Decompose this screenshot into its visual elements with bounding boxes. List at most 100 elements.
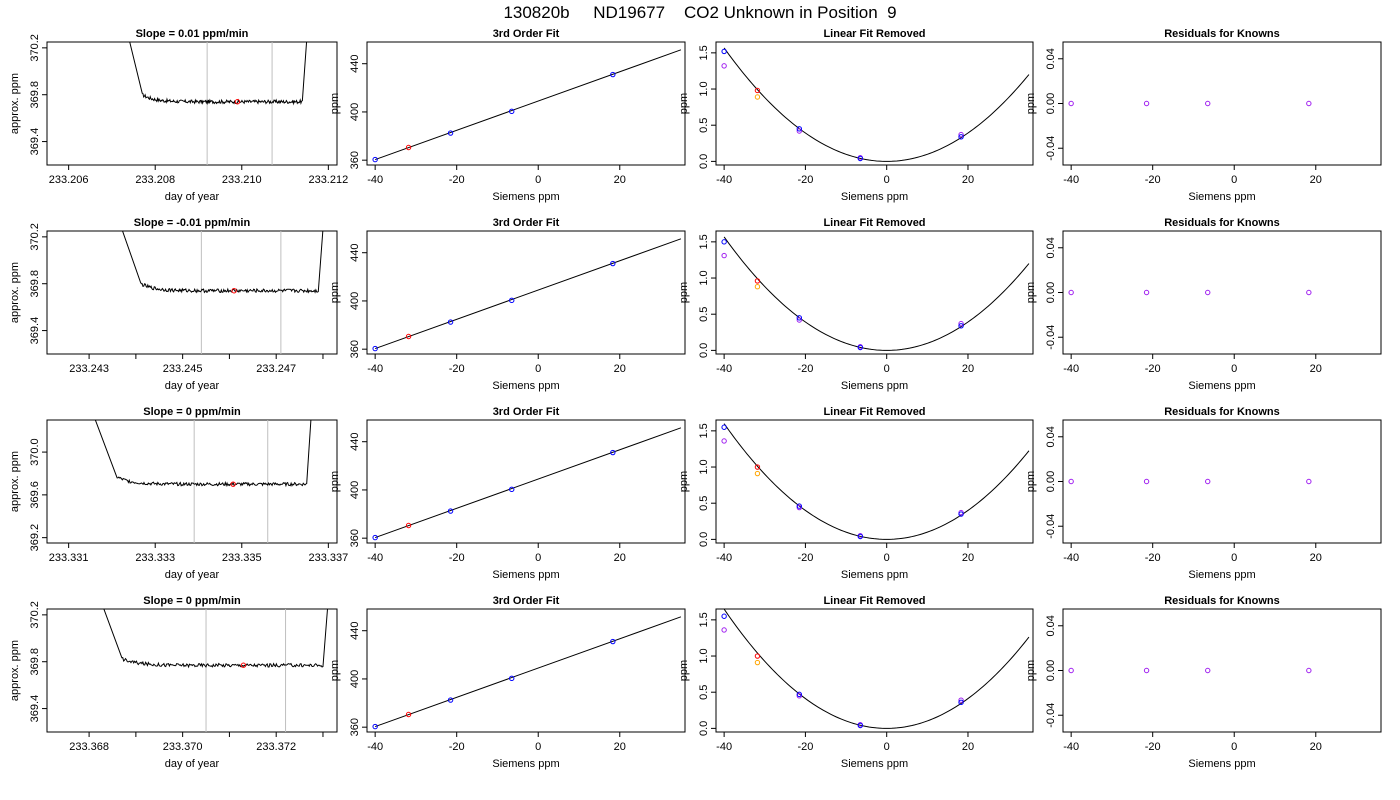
unknown-point [405, 333, 412, 340]
x-tick-label: -40 [367, 552, 383, 564]
panel-r0-c2: Linear Fit Removed -40 -20 0 20 0.0 0.5 1.0 1.5 S… [678, 28, 1034, 203]
y-tick-label: 369.4 [29, 695, 41, 723]
known-point [509, 297, 515, 304]
x-tick-label: 233.370 [163, 741, 203, 753]
y-tick-label: 0.00 [1045, 93, 1057, 114]
x-tick-label: 233.247 [256, 363, 296, 375]
x-axis-label: day of year [165, 380, 220, 392]
known-point [857, 722, 863, 729]
panel-r0-c1: 3rd Order Fit -40 -20 0 20 360 400 440 Siemens p… [329, 28, 686, 203]
analyzer-trace [103, 609, 328, 669]
panel-title: Linear Fit Removed [823, 406, 925, 418]
y-tick-label: 369.4 [29, 128, 41, 156]
x-tick-label: 233.243 [69, 363, 109, 375]
y-tick-label: 0.04 [1045, 426, 1057, 447]
y-tick-label: 369.6 [29, 481, 41, 509]
y-tick-label: 0.5 [698, 685, 710, 700]
x-tick-label: 0 [535, 552, 541, 564]
panel-r1-c1: 3rd Order Fit -40 -20 0 20 360 400 440 Siemens p… [329, 217, 686, 392]
known-point [610, 71, 616, 78]
x-tick-label: -20 [797, 363, 813, 375]
x-tick-label: 233.337 [308, 552, 348, 564]
x-axis-label: day of year [165, 191, 220, 203]
y-tick-label: -0.04 [1045, 325, 1057, 350]
panel-title: Slope = 0 ppm/min [143, 406, 241, 418]
y-tick-label: 440 [349, 244, 361, 262]
known-point [372, 156, 378, 163]
fit-curve [723, 423, 1030, 540]
x-tick-label: 233.368 [69, 741, 109, 753]
x-tick-label: 0 [884, 552, 890, 564]
panel-title: Residuals for Knowns [1164, 217, 1280, 229]
x-tick-label: -20 [1145, 741, 1161, 753]
panel-r1-c2: Linear Fit Removed -40 -20 0 20 0.0 0.5 1.0 1.5 S… [678, 217, 1034, 392]
plot-area [1068, 289, 1312, 296]
y-tick-label: 360 [349, 340, 361, 358]
x-tick-label: 20 [614, 552, 626, 564]
unknown-point [754, 464, 761, 470]
known-point [372, 345, 378, 352]
known-point [372, 723, 378, 730]
y-tick-label: 369.8 [29, 81, 41, 109]
x-tick-label: -20 [1145, 174, 1161, 186]
known-point [857, 155, 863, 162]
mean-marker [231, 288, 237, 294]
x-tick-label: 20 [962, 741, 974, 753]
y-axis-label: ppm [678, 93, 690, 114]
panel-title: Linear Fit Removed [823, 595, 925, 607]
y-tick-label: -0.04 [1045, 136, 1057, 161]
y-tick-label: 360 [349, 529, 361, 547]
panel-title: 3rd Order Fit [493, 217, 560, 229]
x-tick-label: -20 [449, 174, 465, 186]
y-tick-label: 0.0 [698, 532, 710, 547]
known-point [509, 675, 515, 682]
plot-area [129, 42, 308, 165]
plot-frame [46, 608, 338, 733]
panel-r3-c3: Residuals for Knowns -40 -20 0 20 -0.04 0.00 0.… [1025, 595, 1382, 770]
known-point-alt [721, 627, 727, 633]
known-point [721, 613, 727, 619]
figure-title: 130820b ND19677 CO2 Unknown in Position … [503, 3, 896, 22]
unknown-point-alt [754, 659, 761, 666]
plot-area [372, 238, 682, 352]
y-axis-label: ppm [1025, 660, 1037, 681]
y-tick-label: 1.5 [698, 612, 710, 627]
known-point [372, 534, 378, 541]
known-point [796, 691, 803, 698]
x-tick-label: 233.210 [222, 174, 262, 186]
known-point-alt [796, 128, 803, 134]
unknown-point-alt [754, 470, 761, 477]
known-point-alt [721, 438, 727, 444]
x-tick-label: 233.372 [256, 741, 296, 753]
y-axis-label: ppm [329, 660, 341, 681]
panel-r3-c0: Slope = 0 ppm/min 233.368 233.370 233.372 36… [9, 595, 338, 770]
x-tick-label: 0 [535, 741, 541, 753]
panel-title: 3rd Order Fit [493, 28, 560, 40]
plot-frame [715, 41, 1034, 166]
panel-r3-c1: 3rd Order Fit -40 -20 0 20 360 400 440 Siemens p… [329, 595, 686, 770]
x-tick-label: 233.206 [49, 174, 89, 186]
y-tick-label: 369.2 [29, 524, 41, 552]
known-point [610, 449, 616, 456]
panel-r1-c0: Slope = -0.01 ppm/min 233.243 233.245 233.2… [9, 217, 338, 392]
unknown-point [405, 144, 412, 151]
x-axis-label: Siemens ppm [1188, 569, 1255, 581]
x-axis-label: Siemens ppm [841, 380, 908, 392]
x-tick-label: -20 [1145, 363, 1161, 375]
fit-line [374, 49, 682, 161]
y-axis-label: ppm [1025, 93, 1037, 114]
plot-frame [1062, 608, 1382, 733]
plot-area [721, 423, 1030, 540]
plot-frame [715, 230, 1034, 355]
analyzer-trace [94, 420, 312, 488]
x-tick-label: 0 [884, 363, 890, 375]
unknown-point [754, 653, 761, 659]
y-tick-label: 369.8 [29, 270, 41, 298]
y-axis-label: ppm [329, 471, 341, 492]
y-tick-label: -0.04 [1045, 703, 1057, 728]
known-point-alt [796, 317, 803, 323]
known-point-alt [1143, 100, 1150, 107]
mean-marker [234, 99, 241, 105]
x-tick-label: -40 [1063, 552, 1079, 564]
x-tick-label: -40 [367, 363, 383, 375]
